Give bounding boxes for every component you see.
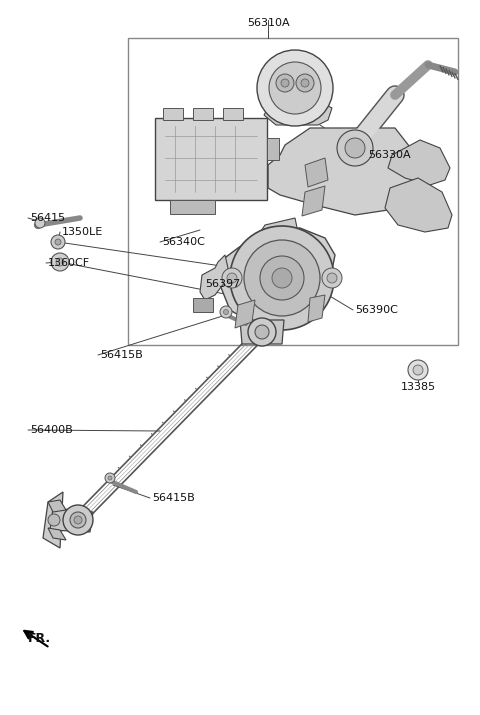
Polygon shape xyxy=(48,528,66,540)
Circle shape xyxy=(230,226,334,330)
Text: 56397: 56397 xyxy=(205,279,240,289)
Circle shape xyxy=(248,318,276,346)
Circle shape xyxy=(296,74,314,92)
Text: 56400B: 56400B xyxy=(30,425,73,435)
Text: 56415B: 56415B xyxy=(100,350,143,360)
Circle shape xyxy=(281,79,289,87)
Bar xyxy=(193,108,213,120)
Circle shape xyxy=(255,325,269,339)
Polygon shape xyxy=(264,102,332,125)
Polygon shape xyxy=(388,140,450,185)
Circle shape xyxy=(257,50,333,126)
Bar xyxy=(163,108,183,120)
Bar xyxy=(267,138,279,160)
Circle shape xyxy=(220,306,232,318)
Bar xyxy=(223,108,243,120)
Polygon shape xyxy=(43,492,63,548)
Circle shape xyxy=(408,360,428,380)
Polygon shape xyxy=(240,320,284,344)
Circle shape xyxy=(276,74,294,92)
Circle shape xyxy=(51,235,65,249)
Text: 56310A: 56310A xyxy=(247,18,289,28)
Circle shape xyxy=(227,273,237,283)
Circle shape xyxy=(272,268,292,288)
Circle shape xyxy=(322,268,342,288)
Circle shape xyxy=(222,268,242,288)
Polygon shape xyxy=(255,218,300,258)
Circle shape xyxy=(108,476,112,480)
Circle shape xyxy=(35,218,45,228)
Bar xyxy=(128,38,458,345)
Text: 56340C: 56340C xyxy=(162,237,205,247)
Polygon shape xyxy=(302,186,325,216)
Bar xyxy=(155,118,267,200)
Text: FR.: FR. xyxy=(28,631,51,644)
Text: 13385: 13385 xyxy=(400,382,435,392)
Circle shape xyxy=(55,239,61,245)
Circle shape xyxy=(224,310,228,315)
Circle shape xyxy=(51,253,69,271)
Circle shape xyxy=(63,505,93,535)
Text: 56415: 56415 xyxy=(30,213,65,223)
Text: 1360CF: 1360CF xyxy=(48,258,90,268)
Polygon shape xyxy=(200,255,228,300)
Circle shape xyxy=(301,79,309,87)
Circle shape xyxy=(244,240,320,316)
Circle shape xyxy=(56,258,64,266)
Circle shape xyxy=(105,473,115,483)
Polygon shape xyxy=(268,128,420,215)
Circle shape xyxy=(74,516,82,524)
Polygon shape xyxy=(48,500,66,512)
Polygon shape xyxy=(235,300,255,328)
Polygon shape xyxy=(220,228,335,328)
Text: 56330A: 56330A xyxy=(368,150,410,160)
Text: 56390C: 56390C xyxy=(355,305,398,315)
Bar xyxy=(170,200,215,214)
Circle shape xyxy=(413,365,423,375)
Circle shape xyxy=(70,512,86,528)
Circle shape xyxy=(327,273,337,283)
Polygon shape xyxy=(308,295,325,322)
Circle shape xyxy=(48,514,60,526)
Text: 56415B: 56415B xyxy=(152,493,195,503)
Bar xyxy=(193,298,213,312)
Circle shape xyxy=(337,130,373,166)
Circle shape xyxy=(260,256,304,300)
Polygon shape xyxy=(305,158,328,187)
Circle shape xyxy=(269,62,321,114)
Polygon shape xyxy=(385,178,452,232)
Text: 1350LE: 1350LE xyxy=(62,227,103,237)
Polygon shape xyxy=(50,508,93,532)
Circle shape xyxy=(345,138,365,158)
